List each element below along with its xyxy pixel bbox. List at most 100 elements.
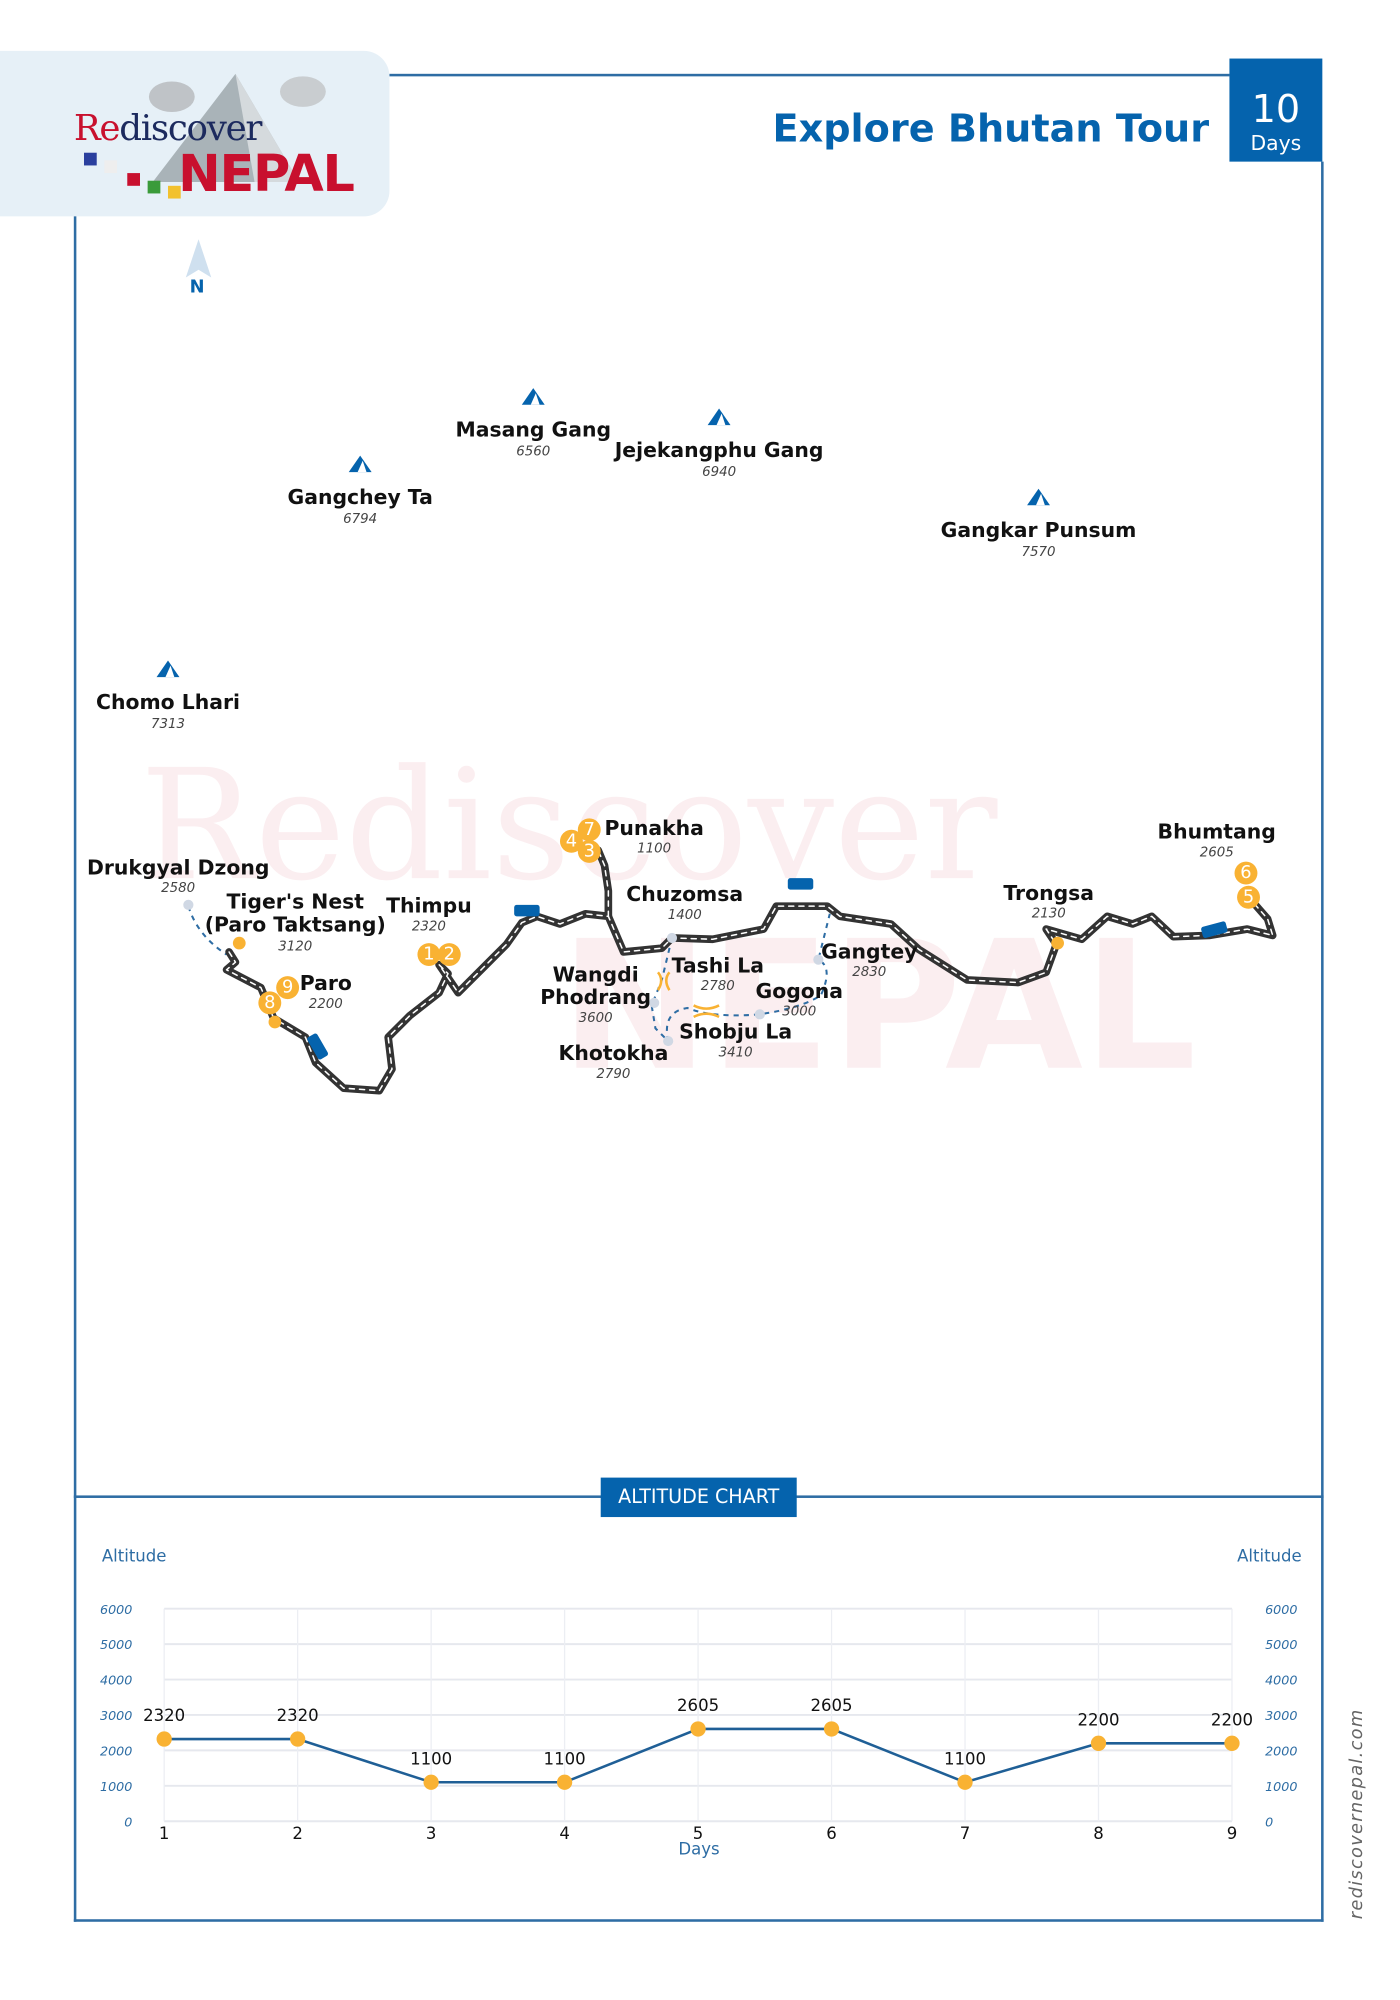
day-badge: 9 (276, 976, 300, 1000)
peak-altitude: 6560 (516, 444, 551, 460)
data-label: 2320 (277, 1706, 319, 1725)
waypoint-drukgyal (183, 899, 194, 910)
data-label: 1100 (544, 1749, 586, 1768)
place-name-line: Punakha (604, 815, 704, 840)
place-altitude: 2830 (852, 964, 887, 980)
place-altitude: 1100 (637, 841, 672, 857)
mountain-icon (1027, 488, 1050, 506)
stop-paro (268, 1015, 282, 1029)
logo-text: Rediscover (73, 106, 263, 149)
y-tick-label-right: 5000 (1265, 1637, 1297, 1652)
place-name-line: (Paro Taktsang) (204, 912, 386, 937)
pass-icons (656, 971, 720, 1019)
peak-altitude: 7570 (1021, 544, 1056, 560)
days-number: 10 (1251, 87, 1301, 133)
place-altitude: 2580 (161, 880, 196, 896)
watermark-nepal: NEPAL (559, 903, 1197, 1112)
place-altitude: 2130 (1031, 906, 1066, 922)
peak-name: Gangkar Punsum (940, 517, 1137, 543)
data-point (423, 1774, 439, 1790)
place-name-line: Thimpu (386, 893, 472, 918)
peak-name: Gangchey Ta (287, 484, 433, 510)
peak-altitude: 6940 (702, 464, 737, 480)
data-label: 2605 (677, 1696, 719, 1715)
compass-label: N (189, 277, 205, 298)
mountain-icons (156, 388, 1050, 678)
day-badge: 7 (577, 818, 601, 842)
frame-border-left (73, 216, 76, 1922)
day-badge: 5 (1237, 885, 1260, 909)
data-label: 2200 (1077, 1710, 1119, 1729)
data-point (957, 1774, 973, 1790)
place-name-line: Gangtey (821, 939, 918, 964)
data-point (556, 1774, 573, 1790)
place-name-line: Tashi La (671, 953, 765, 978)
place-name: Tiger's Nest (Paro Taktsang) (204, 890, 386, 937)
data-point (290, 1731, 306, 1747)
place-name: Gangtey (821, 939, 918, 964)
logo-mountain-graphic (83, 73, 326, 199)
place-name: Trongsa (1003, 881, 1094, 905)
bus-icon (787, 878, 814, 890)
mountain-icon (156, 660, 180, 678)
day-badge: 3 (577, 839, 601, 863)
place-altitude: 2780 (700, 978, 735, 994)
bus-icon (1201, 921, 1228, 938)
data-label: 2200 (1211, 1710, 1253, 1729)
data-label: 1100 (944, 1749, 986, 1768)
data-point (156, 1731, 172, 1747)
place-name-line: Drukgyal Dzong (86, 855, 270, 880)
place-altitude: 2790 (596, 1066, 631, 1082)
stop-dots (232, 936, 1064, 1029)
frame-border-right (1321, 161, 1323, 1922)
x-tick-label: 2 (292, 1824, 303, 1843)
place-altitude: 2200 (308, 996, 343, 1012)
peak-altitude: 6794 (343, 511, 378, 527)
place-name: Wangdi Phodrang (540, 963, 651, 1009)
place-name: Thimpu (386, 893, 472, 918)
altitude-chart-title: ALTITUDE CHART (600, 1477, 797, 1518)
waypoint-gogona (754, 1009, 765, 1020)
y-tick-label-left: 4000 (100, 1673, 132, 1688)
bus-icon (307, 1033, 329, 1060)
frame-border-bottom (73, 1919, 1324, 1922)
day-badge: 6 (1234, 861, 1258, 885)
place-name-line: Chuzomsa (626, 881, 744, 907)
peak-name: Masang Gang (455, 417, 612, 442)
peak-name: Chomo Lhari (96, 689, 240, 714)
stop-trongsa (1051, 936, 1064, 950)
day-badge: 2 (437, 943, 461, 966)
x-tick-label: 6 (826, 1824, 837, 1843)
peak-altitude: 7313 (150, 716, 186, 732)
logo-text-re: Re (73, 106, 121, 149)
y-tick-label-left: 6000 (100, 1602, 132, 1617)
place-name: Paro (300, 972, 352, 995)
place-name-line: Shobju La (679, 1019, 793, 1044)
mountain-icon (521, 388, 545, 405)
x-axis-title: Days (678, 1840, 720, 1860)
place-name-line: Paro (299, 971, 352, 996)
y-axis-title-left: Altitude (101, 1547, 167, 1567)
day-badge: 1 (417, 943, 441, 966)
place-name: Chuzomsa (626, 883, 743, 906)
y-tick-label-right: 1000 (1265, 1779, 1297, 1794)
bus-icons (307, 878, 1228, 1060)
trek-paths (187, 905, 831, 1042)
logo-text-nepal: NEPAL (178, 145, 355, 204)
y-tick-label-right: 3000 (1265, 1708, 1297, 1723)
day-badge: 8 (258, 991, 282, 1015)
waypoint-wangdi (649, 997, 660, 1008)
y-tick-label-left: 1000 (100, 1779, 132, 1794)
watermark-discover: discover (345, 738, 998, 916)
x-tick-label: 5 (693, 1824, 704, 1843)
waypoint-dots (183, 899, 824, 1047)
website-text: rediscovernepal.com (1346, 1708, 1367, 1920)
watermark-re: Re (139, 738, 346, 916)
place-name: Khotokha (559, 1042, 669, 1065)
y-tick-label-right: 0 (1265, 1814, 1273, 1829)
x-tick-label: 1 (159, 1824, 170, 1843)
place-name: Bhumtang (1158, 820, 1276, 844)
y-tick-label-left: 0 (124, 1814, 132, 1829)
data-point (690, 1721, 706, 1737)
